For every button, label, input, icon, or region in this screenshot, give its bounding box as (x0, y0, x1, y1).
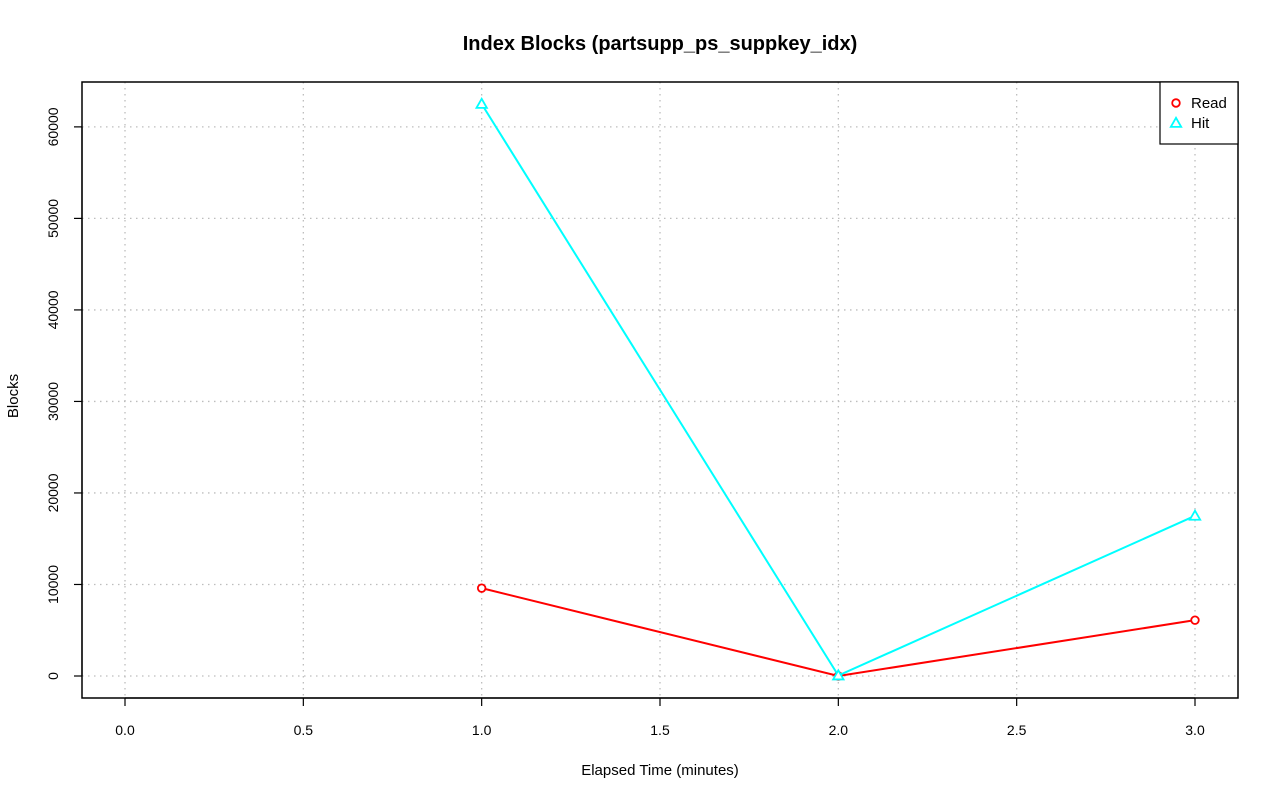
x-tick-label: 1.5 (650, 722, 670, 738)
series-hit (474, 96, 1202, 681)
series-layer (474, 96, 1202, 681)
x-tick-label: 3.0 (1185, 722, 1205, 738)
plot-frame (81, 81, 1239, 699)
x-tick-label: 2.5 (1007, 722, 1027, 738)
x-axis-label: Elapsed Time (minutes) (581, 762, 739, 779)
y-axis-label: Blocks (5, 374, 22, 418)
x-axis: 0.0 0.5 1.0 1.5 2.0 2.5 3.0 (115, 697, 1205, 738)
data-point-hit (474, 96, 489, 109)
y-tick-label: 10000 (45, 565, 61, 604)
legend-box (1159, 81, 1239, 145)
legend-marker-hit (1169, 115, 1183, 128)
data-point-read (476, 583, 487, 593)
legend-label-read: Read (1191, 95, 1227, 112)
x-tick-label: 1.0 (472, 722, 492, 738)
y-tick-label: 20000 (45, 473, 61, 512)
data-point-hit (831, 668, 846, 681)
legend-marker-read (1171, 98, 1181, 108)
legend: Read Hit (1159, 81, 1239, 145)
y-axis: 0 10000 20000 30000 40000 50000 60000 (45, 107, 83, 680)
series-line-hit (480, 103, 1196, 677)
y-tick-label: 50000 (45, 199, 61, 238)
chart-title: Index Blocks (partsupp_ps_suppkey_idx) (463, 33, 858, 55)
y-tick-label: 30000 (45, 382, 61, 421)
x-tick-label: 0.0 (115, 722, 135, 738)
y-tick-label: 40000 (45, 290, 61, 329)
x-tick-label: 2.0 (829, 722, 849, 738)
series-line-read (481, 587, 1196, 678)
y-tick-label: 60000 (45, 107, 61, 146)
y-tick-label: 0 (45, 672, 61, 680)
x-tick-label: 0.5 (294, 722, 314, 738)
legend-label-hit: Hit (1191, 115, 1210, 132)
grid (82, 82, 1238, 698)
data-point-hit (1188, 508, 1202, 521)
data-point-read (1190, 615, 1200, 625)
